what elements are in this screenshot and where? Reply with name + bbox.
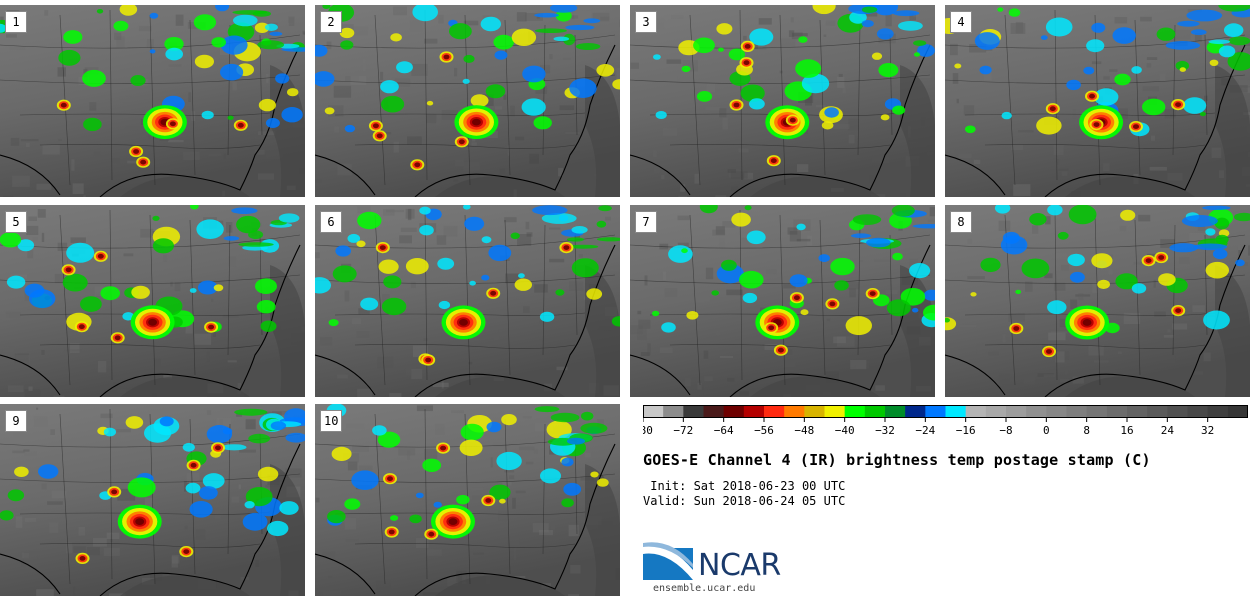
ensemble-member-panel: 4 (945, 5, 1250, 197)
colorbar-tick-label: −48 (794, 424, 814, 437)
ensemble-member-panel: 9 (0, 404, 305, 596)
ensemble-member-panel: 1 (0, 5, 305, 197)
colorbar-segment (824, 405, 846, 418)
colorbar-segment (703, 405, 725, 418)
colorbar-segment (683, 405, 704, 418)
ir-satellite-map (315, 5, 620, 197)
colorbar-segment (1086, 405, 1108, 418)
colorbar-segment (1167, 405, 1188, 418)
colorbar-segment (643, 405, 664, 418)
valid-time: Valid: Sun 2018-06-24 05 UTC (643, 494, 846, 508)
colorbar-tick-label: −40 (835, 424, 855, 437)
member-number-label: 1 (5, 11, 27, 33)
colorbar-segment (1227, 405, 1248, 418)
ensemble-member-panel: 6 (315, 205, 620, 397)
colorbar-segment (945, 405, 967, 418)
colorbar-segment (1026, 405, 1047, 418)
colorbar-segment (885, 405, 906, 418)
colorbar-tick-label: −8 (999, 424, 1012, 437)
colorbar-tick-label: 16 (1120, 424, 1133, 437)
ensemble-member-panel: 5 (0, 205, 305, 397)
site-url: ensemble.ucar.edu (653, 583, 756, 594)
member-number-label: 3 (635, 11, 657, 33)
colorbar-tick-label: −80 (643, 424, 653, 437)
colorbar-segment (784, 405, 805, 418)
colorbar-segment (1066, 405, 1088, 418)
ir-satellite-map (945, 5, 1250, 197)
colorbar-segment (1207, 405, 1229, 418)
member-number-label: 9 (5, 410, 27, 432)
colorbar-segment (764, 405, 785, 418)
colorbar-tick-label: −32 (875, 424, 895, 437)
ir-satellite-map (945, 205, 1250, 397)
ir-satellite-map (0, 205, 305, 397)
member-number-label: 8 (950, 211, 972, 233)
chart-title: GOES-E Channel 4 (IR) brightness temp po… (643, 451, 1151, 469)
colorbar-tick-label: 8 (1083, 424, 1090, 437)
colorbar-tick-label: −64 (714, 424, 734, 437)
ensemble-member-panel: 2 (315, 5, 620, 197)
ir-satellite-map (630, 5, 935, 197)
colorbar-segment (804, 405, 825, 418)
colorbar-segment (965, 405, 987, 418)
colorbar-segment (925, 405, 946, 418)
colorbar-segment (743, 405, 765, 418)
init-time: Init: Sat 2018-06-23 00 UTC (643, 479, 846, 493)
member-number-label: 2 (320, 11, 342, 33)
colorbar-segment (723, 405, 745, 418)
ensemble-member-panel: 7 (630, 205, 935, 397)
ir-satellite-map (630, 205, 935, 397)
colorbar-segment (985, 405, 1007, 418)
ir-satellite-map (0, 404, 305, 596)
member-number-label: 10 (320, 410, 343, 432)
colorbar-tick-label: −72 (673, 424, 693, 437)
ensemble-member-panel: 3 (630, 5, 935, 197)
ir-satellite-map (0, 5, 305, 197)
colorbar-tick-label: −56 (754, 424, 774, 437)
colorbar-segment (844, 405, 866, 418)
colorbar-tick-label: 24 (1161, 424, 1175, 437)
colorbar-segment (1006, 405, 1027, 418)
ncar-logo-text: NCAR (698, 548, 781, 583)
colorbar-segment (864, 405, 886, 418)
member-number-label: 7 (635, 211, 657, 233)
colorbar-segment (1187, 405, 1209, 418)
colorbar-tick-label: 32 (1201, 424, 1214, 437)
colorbar-tick-label: −24 (915, 424, 935, 437)
member-number-label: 5 (5, 211, 27, 233)
colorbar-segment (1046, 405, 1067, 418)
colorbar-segment (905, 405, 926, 418)
member-number-label: 6 (320, 211, 342, 233)
colorbar-tick-label: 0 (1043, 424, 1050, 437)
ncar-logo-icon (643, 542, 693, 580)
ensemble-member-panel: 8 (945, 205, 1250, 397)
colorbar-segment (1106, 405, 1128, 418)
colorbar-tick-label: −16 (956, 424, 976, 437)
ir-satellite-map (315, 205, 620, 397)
ensemble-member-panel: 10 (315, 404, 620, 596)
colorbar-segment (1147, 405, 1168, 418)
member-number-label: 4 (950, 11, 972, 33)
colorbar-segment (663, 405, 684, 418)
ir-satellite-map (315, 404, 620, 596)
colorbar-segment (1127, 405, 1148, 418)
